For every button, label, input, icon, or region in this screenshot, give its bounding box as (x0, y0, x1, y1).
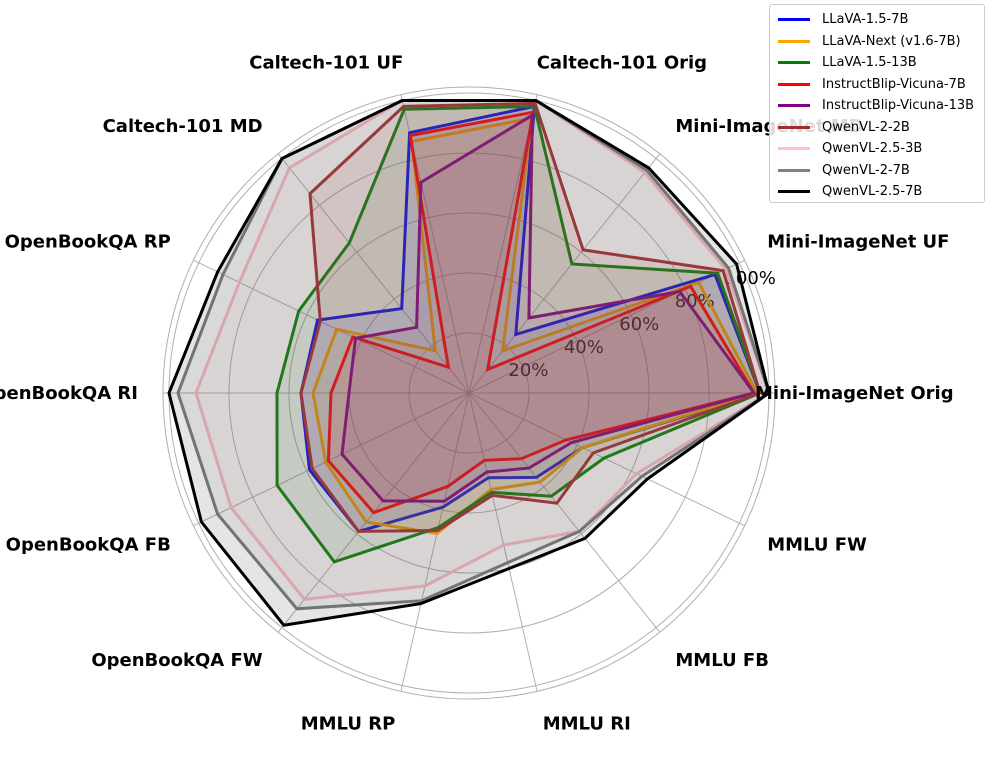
series-qwenvl-2-5-7b (167, 99, 771, 627)
legend-label: QwenVL-2.5-7B (822, 184, 923, 200)
legend-swatch (778, 61, 810, 65)
legend-swatch (778, 39, 810, 43)
axis-label-mmlu-ri: MMLU RI (543, 714, 631, 735)
axis-label-mini-imagenet-orig: Mini-ImageNet Orig (755, 383, 954, 404)
series-layer (167, 99, 771, 627)
series-line-llava-1-5-13b (275, 104, 762, 564)
axis-label-mmlu-fw: MMLU FW (767, 535, 867, 556)
spoke-mmlu-ri (468, 392, 538, 692)
legend-item-llava-next-v1-6-7b: LLaVA-Next (v1.6-7B) (770, 31, 984, 53)
series-line-qwenvl-2-2b (299, 101, 762, 533)
axis-label-openbookqa-ri: OpenBookQA RI (0, 383, 138, 404)
spoke-mmlu-rp (400, 392, 470, 692)
series-fill-instructblip-vicuna-13b (342, 115, 754, 502)
axis-label-caltech-101-md: Caltech-101 MD (103, 116, 263, 137)
axis-label-openbookqa-fw: OpenBookQA FW (91, 650, 262, 671)
spoke-mmlu-fw (468, 392, 745, 527)
spoke-openbookqa-fb (193, 392, 470, 527)
series-fill-qwenvl-2-5-7b (169, 100, 769, 626)
legend-item-instructblip-vicuna-13b: InstructBlip-Vicuna-13B (770, 95, 984, 117)
spoke-mmlu-fb (468, 392, 661, 633)
legend-item-llava-1-5-7b: LLaVA-1.5-7B (770, 9, 984, 31)
series-line-instructblip-vicuna-7b (326, 110, 757, 515)
series-qwenvl-2-7b (176, 99, 771, 611)
legend-label: LLaVA-Next (v1.6-7B) (822, 33, 961, 49)
spoke-caltech-101-orig (468, 94, 538, 394)
legend-swatch (778, 82, 810, 86)
legend-swatch (778, 125, 810, 129)
series-line-llava-next-v1-6-7b (311, 116, 760, 535)
series-line-qwenvl-2-5-7b (167, 99, 771, 627)
legend-swatch (778, 147, 810, 151)
series-line-qwenvl-2-5-3b (194, 99, 771, 601)
legend-swatch (778, 190, 810, 194)
series-fill-llava-1-5-7b (301, 106, 760, 532)
axis-label-caltech-101-orig: Caltech-101 Orig (537, 52, 707, 73)
outer-circle (162, 86, 776, 700)
legend-label: QwenVL-2-2B (822, 119, 910, 135)
legend-item-llava-1-5-13b: LLaVA-1.5-13B (770, 52, 984, 74)
series-qwenvl-2-5-3b (194, 99, 771, 601)
radial-tick-labels: 20%40%60%80%100% (508, 268, 775, 381)
axis-label-mmlu-rp: MMLU RP (301, 714, 396, 735)
radial-tick-100: 100% (724, 268, 775, 289)
legend-item-qwenvl-2-5-7b: QwenVL-2.5-7B (770, 181, 984, 203)
legend-swatch (778, 104, 810, 108)
legend-item-qwenvl-2-7b: QwenVL-2-7B (770, 160, 984, 182)
series-line-instructblip-vicuna-13b (340, 112, 757, 503)
series-qwenvl-2-2b (299, 101, 762, 533)
series-fill-qwenvl-2-7b (178, 100, 769, 609)
legend-item-qwenvl-2-2b: QwenVL-2-2B (770, 117, 984, 139)
series-llava-1-5-13b (275, 104, 762, 564)
spoke-mini-imagenet-md (468, 153, 661, 394)
grid-circle-60 (288, 212, 650, 574)
radial-tick-60: 60% (619, 314, 659, 335)
series-instructblip-vicuna-7b (326, 110, 757, 515)
axis-label-openbookqa-fb: OpenBookQA FB (6, 535, 171, 556)
radial-grid (162, 86, 776, 700)
axis-label-openbookqa-rp: OpenBookQA RP (5, 231, 171, 252)
legend-label: LLaVA-1.5-13B (822, 55, 917, 71)
legend-label: LLaVA-1.5-7B (822, 12, 909, 28)
series-instructblip-vicuna-13b (340, 112, 757, 503)
chart-legend: LLaVA-1.5-7B LLaVA-Next (v1.6-7B) LLaVA-1.… (769, 4, 985, 203)
axis-label-mini-imagenet-uf: Mini-ImageNet UF (767, 231, 949, 252)
series-fill-qwenvl-2-5-3b (196, 100, 769, 600)
legend-label: InstructBlip-Vicuna-13B (822, 98, 975, 114)
series-fill-llava-1-5-13b (277, 106, 760, 562)
legend-label: InstructBlip-Vicuna-7B (822, 76, 966, 92)
series-fill-qwenvl-2-2b (301, 103, 760, 532)
legend-item-instructblip-vicuna-7b: InstructBlip-Vicuna-7B (770, 74, 984, 96)
grid-circle-20 (408, 332, 530, 454)
legend-label: QwenVL-2.5-3B (822, 141, 923, 157)
series-line-qwenvl-2-7b (176, 99, 771, 611)
radial-tick-20: 20% (508, 360, 548, 381)
legend-label: QwenVL-2-7B (822, 162, 910, 178)
radial-tick-40: 40% (564, 337, 604, 358)
axis-label-caltech-101-uf: Caltech-101 UF (249, 52, 403, 73)
legend-swatch (778, 18, 810, 22)
axis-label-mmlu-fb: MMLU FB (675, 650, 769, 671)
series-fill-instructblip-vicuna-7b (328, 112, 754, 513)
legend-swatch (778, 168, 810, 172)
legend-item-qwenvl-2-5-3b: QwenVL-2.5-3B (770, 138, 984, 160)
